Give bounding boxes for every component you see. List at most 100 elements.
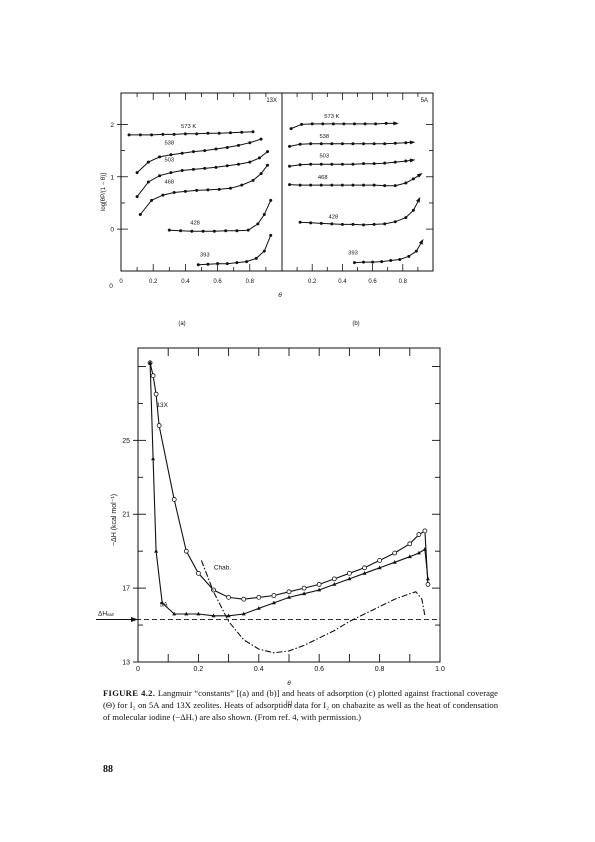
x-tick-label: 0.4 — [181, 279, 190, 285]
data-point — [172, 132, 176, 136]
data-point — [153, 391, 159, 397]
data-point — [377, 565, 382, 570]
data-point — [319, 221, 323, 225]
data-point — [245, 260, 249, 264]
data-point — [319, 162, 323, 166]
data-point — [330, 183, 334, 187]
data-point — [214, 165, 218, 169]
data-point — [225, 164, 229, 168]
data-point — [135, 195, 139, 199]
series-line — [129, 131, 254, 136]
data-point — [228, 186, 232, 190]
data-point — [372, 162, 376, 166]
plot-frame — [120, 92, 283, 272]
data-point — [237, 162, 241, 166]
data-point — [422, 547, 427, 551]
data-point — [206, 131, 210, 135]
data-point — [150, 198, 154, 202]
data-point — [383, 184, 387, 188]
plot-frame — [281, 92, 434, 272]
data-point — [271, 600, 276, 605]
data-point — [416, 532, 422, 537]
data-point — [146, 160, 150, 164]
x-tick-label: 0.2 — [149, 279, 158, 285]
data-point — [138, 212, 142, 216]
series-line — [289, 173, 422, 187]
data-point — [180, 168, 184, 172]
data-point — [404, 159, 408, 163]
data-point — [266, 150, 270, 154]
y-tick-label: 21 — [122, 512, 130, 519]
data-point — [259, 172, 263, 176]
series-label: 468 — [318, 175, 328, 181]
data-point — [195, 132, 199, 136]
hvap-label: ΔHᵥₐₚ — [98, 611, 115, 618]
data-point-arrow — [416, 173, 423, 178]
series-label: 428 — [190, 221, 200, 227]
data-point — [248, 160, 252, 164]
data-point — [203, 166, 207, 170]
data-point — [374, 122, 378, 126]
data-point — [351, 183, 355, 187]
data-point — [225, 145, 229, 149]
data-point — [340, 142, 344, 146]
panel-label-c: (c) — [286, 701, 293, 707]
x-tick-label: 0 — [136, 666, 140, 673]
x-origin-label: 0 — [109, 283, 113, 290]
series-label: 13X — [156, 402, 168, 409]
data-point-arrow — [393, 121, 399, 126]
data-point — [407, 541, 413, 547]
y-tick-label: 0 — [110, 227, 114, 234]
x-tick-label: 0.8 — [375, 666, 385, 673]
data-point — [389, 259, 393, 263]
data-point — [225, 262, 229, 266]
data-point — [425, 582, 431, 587]
data-point — [183, 132, 187, 136]
x-tick-label: 0.6 — [314, 666, 324, 673]
x-tick-label: 0.2 — [194, 666, 204, 673]
x-tick-label: 0.4 — [254, 666, 264, 673]
data-point — [235, 229, 239, 233]
series-label: 573 K — [324, 114, 339, 120]
data-point — [179, 229, 183, 233]
data-point — [146, 180, 150, 184]
data-point — [404, 181, 408, 185]
series-line — [200, 560, 426, 654]
series-label: 573 K — [181, 124, 196, 130]
data-point — [214, 147, 218, 151]
series-line — [149, 362, 429, 600]
data-point — [158, 155, 162, 159]
data-point — [372, 222, 376, 226]
data-point — [383, 142, 387, 146]
data-point — [241, 611, 246, 616]
panel-corner-label: 13X — [266, 98, 277, 104]
data-point — [331, 122, 335, 126]
data-point — [393, 220, 397, 224]
data-point — [237, 143, 241, 147]
data-point — [398, 257, 402, 261]
data-point — [195, 188, 199, 192]
data-point — [256, 606, 261, 610]
data-point — [226, 594, 232, 600]
data-point — [340, 222, 344, 226]
data-point — [380, 260, 384, 264]
data-point — [201, 229, 205, 233]
data-point — [393, 184, 397, 188]
data-point — [411, 208, 415, 212]
data-point — [206, 188, 210, 192]
data-point-arrow — [418, 238, 424, 245]
panel-c-plot: 13 17 21 25 0 0.2 0.4 0.6 0.8 1.0 θ (c) −ΔH (kcal mo… — [96, 347, 445, 707]
series-label: 468 — [164, 179, 174, 185]
data-point — [331, 576, 337, 582]
data-point — [332, 582, 337, 586]
data-point — [138, 133, 142, 137]
data-point — [316, 582, 322, 587]
figure-caption-text: Langmuir “constants” [(a) and (b)] and h… — [103, 688, 498, 722]
data-point — [407, 554, 412, 559]
data-point — [251, 130, 255, 134]
panel-label-b: (b) — [352, 321, 359, 327]
data-point — [372, 142, 376, 146]
data-point — [404, 141, 408, 145]
y-tick-label: 2 — [110, 122, 114, 129]
data-point — [212, 229, 216, 233]
